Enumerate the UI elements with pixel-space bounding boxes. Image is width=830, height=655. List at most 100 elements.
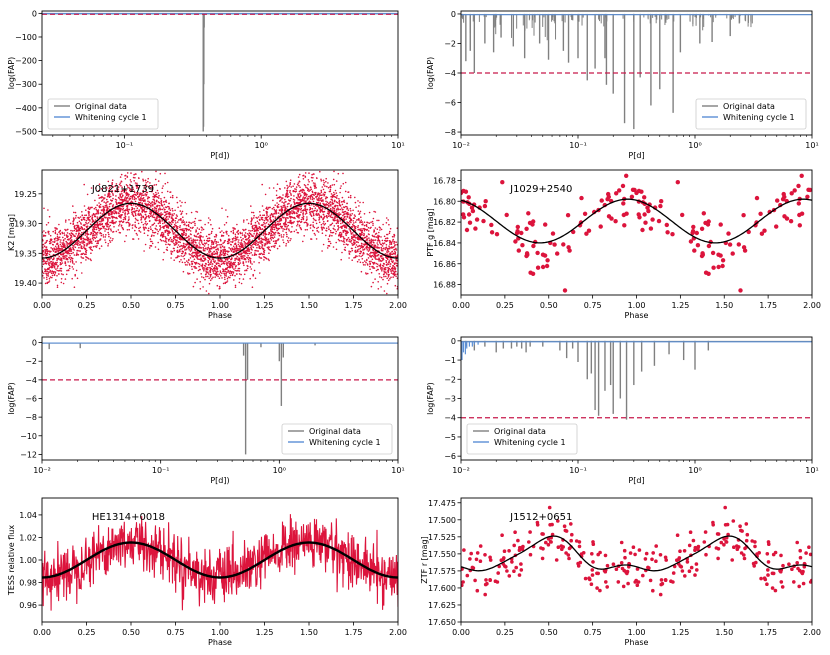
data-point: [291, 210, 293, 212]
data-point: [71, 259, 74, 262]
data-point: [269, 218, 272, 221]
data-point: [83, 246, 85, 248]
data-point: [385, 240, 387, 242]
data-point: [207, 217, 210, 219]
data-point: [306, 218, 308, 220]
data-point: [43, 277, 45, 279]
data-point: [243, 229, 245, 232]
data-point: [54, 232, 57, 235]
data-point: [375, 269, 378, 272]
data-point: [242, 246, 245, 249]
data-point: [328, 190, 331, 193]
data-point: [157, 208, 160, 210]
data-point: [297, 202, 300, 205]
data-point: [288, 202, 290, 205]
data-point: [231, 273, 234, 276]
data-point: [161, 187, 164, 189]
data-point: [214, 273, 216, 275]
data-point: [85, 219, 88, 222]
data-point: [360, 216, 362, 218]
data-point: [60, 257, 62, 259]
data-point: [250, 217, 253, 219]
data-point: [196, 227, 199, 229]
data-point: [124, 196, 127, 198]
data-point: [361, 221, 364, 223]
data-point: [238, 273, 241, 275]
data-point: [94, 199, 96, 202]
data-point: [323, 203, 326, 206]
data-point: [169, 231, 171, 234]
data-point: [142, 180, 145, 182]
data-point: [128, 187, 131, 189]
data-point: [290, 193, 292, 195]
data-point: [190, 211, 193, 214]
data-point: [271, 207, 274, 210]
data-point: [342, 236, 345, 238]
data-point: [348, 252, 351, 254]
data-point: [212, 246, 215, 248]
data-point: [314, 193, 317, 196]
data-point: [91, 242, 93, 245]
data-point: [86, 243, 89, 245]
data-point: [328, 206, 330, 208]
data-point: [127, 210, 130, 213]
data-point: [48, 271, 51, 273]
data-point: [275, 242, 278, 245]
data-point: [139, 212, 141, 215]
data-point: [276, 229, 278, 232]
data-point: [208, 282, 211, 285]
data-point: [136, 234, 139, 236]
data-point: [274, 242, 276, 245]
data-point: [258, 256, 261, 258]
data-point: [55, 263, 58, 266]
data-point: [337, 228, 340, 230]
data-point: [63, 243, 66, 245]
data-point: [91, 216, 94, 218]
data-point: [380, 249, 383, 252]
data-point: [339, 236, 342, 238]
data-point: [354, 229, 357, 232]
data-point: [257, 241, 259, 244]
data-point: [230, 241, 232, 243]
data-point: [140, 216, 142, 219]
data-point: [209, 276, 212, 278]
data-point: [283, 209, 286, 211]
data-point: [365, 245, 368, 248]
data-point: [264, 193, 267, 196]
data-point: [118, 214, 121, 217]
data-point: [187, 247, 190, 249]
data-point: [70, 241, 73, 243]
data-point: [316, 195, 319, 197]
data-point: [377, 234, 379, 237]
data-point: [338, 234, 340, 237]
data-point: [193, 252, 195, 254]
data-point: [136, 207, 139, 209]
data-point: [171, 238, 173, 241]
data-point: [59, 261, 62, 264]
chart-p2: 10⁻² 10⁻¹ 10⁰ 10¹P[d]0−2−4−6−8log(FAP)Origi…: [426, 10, 819, 160]
data-point: [93, 213, 95, 216]
data-point: [386, 239, 389, 242]
data-point: [216, 284, 219, 287]
data-point: [74, 275, 76, 277]
data-point: [162, 201, 165, 203]
data-point: [111, 222, 114, 224]
data-point: [226, 262, 229, 264]
data-point: [161, 232, 163, 234]
data-point: [387, 279, 390, 282]
data-point: [90, 223, 92, 226]
data-point: [226, 264, 229, 267]
data-point: [109, 186, 111, 188]
data-point: [43, 207, 45, 210]
data-point: [381, 239, 384, 242]
data-point: [271, 225, 274, 227]
data-point: [102, 219, 105, 221]
data-point: [366, 229, 368, 231]
data-point: [281, 197, 284, 199]
data-point: [353, 222, 355, 224]
data-point: [298, 180, 301, 183]
data-point: [318, 219, 320, 221]
data-point: [188, 225, 190, 228]
data-point: [275, 209, 278, 211]
data-point: [300, 211, 302, 213]
